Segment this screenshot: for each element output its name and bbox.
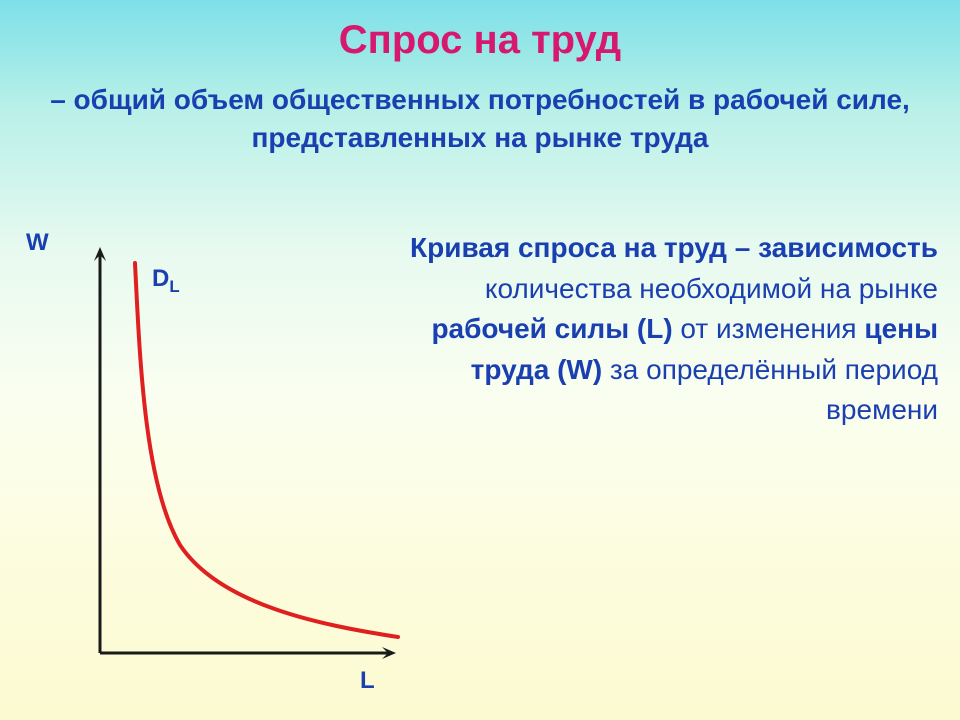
- desc-fragment: Кривая спроса на труд –: [410, 232, 750, 263]
- chart-svg: [60, 235, 400, 675]
- desc-fragment: за определённый период времени: [602, 354, 938, 426]
- curve-label-sub: L: [169, 277, 179, 296]
- page-title: Спрос на труд: [0, 0, 960, 63]
- desc-fragment: [750, 232, 758, 263]
- demand-curve-chart: W DL L: [60, 235, 400, 675]
- curve-description: Кривая спроса на труд – зависимость коли…: [408, 228, 938, 431]
- curve-label: DL: [152, 265, 180, 297]
- desc-fragment: от изменения: [673, 313, 865, 344]
- subtitle: – общий объем общественных потребностей …: [0, 63, 960, 157]
- curve-label-main: D: [152, 265, 169, 292]
- y-axis-label: W: [26, 229, 49, 257]
- x-axis-label: L: [360, 667, 375, 695]
- demand-curve: [135, 263, 398, 637]
- desc-fragment: количества необходимой на рынке: [485, 273, 938, 304]
- desc-fragment: рабочей силы (L): [431, 313, 672, 344]
- desc-fragment: зависимость: [758, 232, 938, 263]
